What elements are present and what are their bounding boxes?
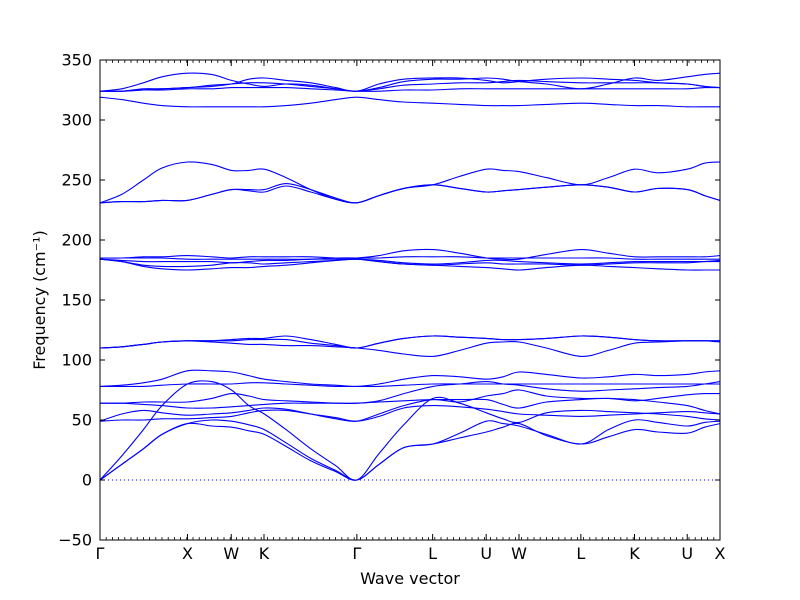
band-line-4	[100, 405, 720, 422]
band-line-17	[100, 248, 720, 261]
x-tick-label: K	[259, 544, 270, 563]
x-tick-label: Γ	[96, 544, 105, 563]
band-line-12	[100, 335, 720, 349]
band-line-21	[100, 96, 720, 108]
band-line-24	[100, 72, 720, 92]
x-tick-label: U	[681, 544, 693, 563]
y-tick-label: 250	[61, 171, 92, 190]
y-axis-label: Frequency (cm⁻¹)	[30, 230, 49, 369]
band-line-23	[100, 79, 720, 92]
x-tick-label: X	[715, 544, 726, 563]
x-tick-label: L	[428, 544, 437, 563]
band-line-15	[100, 258, 720, 265]
x-tick-label: W	[223, 544, 239, 563]
band-line-25	[100, 77, 720, 92]
band-line-7	[100, 381, 720, 404]
band-line-5	[100, 389, 720, 422]
band-line-3	[100, 380, 720, 481]
band-line-16	[100, 256, 720, 260]
x-tick-label: L	[576, 544, 585, 563]
y-tick-label: 150	[61, 291, 92, 310]
x-tick-label: Γ	[352, 544, 361, 563]
x-axis-label: Wave vector	[360, 569, 460, 588]
band-line-20	[100, 183, 720, 204]
x-tick-label: W	[511, 544, 527, 563]
y-tick-label: 200	[61, 231, 92, 250]
y-tick-label: −50	[58, 531, 92, 550]
x-tick-label: U	[480, 544, 492, 563]
y-tick-label: 350	[61, 51, 92, 70]
band-series-group	[100, 72, 720, 481]
y-tick-label: 0	[82, 471, 92, 490]
y-tick-label: 100	[61, 351, 92, 370]
x-tick-label: X	[182, 544, 193, 563]
band-line-2	[100, 419, 720, 481]
y-tick-label: 50	[72, 411, 92, 430]
x-tick-label: K	[629, 544, 640, 563]
band-line-14	[100, 258, 720, 268]
band-line-22	[100, 86, 720, 92]
band-line-8	[100, 382, 720, 388]
band-line-9	[100, 369, 720, 387]
y-tick-label: 300	[61, 111, 92, 130]
band-line-6	[100, 392, 720, 409]
